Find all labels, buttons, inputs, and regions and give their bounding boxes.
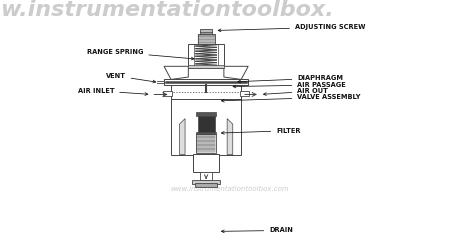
Bar — [196, 133, 217, 153]
Bar — [201, 172, 212, 180]
Bar — [201, 29, 212, 34]
Bar — [188, 44, 224, 67]
Text: AIR PASSAGE: AIR PASSAGE — [233, 82, 346, 88]
Text: www.instrumentationtoolbox.com: www.instrumentationtoolbox.com — [170, 186, 289, 192]
Text: w.instrumentationtoolbox.: w.instrumentationtoolbox. — [0, 0, 334, 19]
Bar — [164, 79, 248, 85]
Bar — [196, 112, 217, 116]
Bar — [196, 132, 216, 134]
Polygon shape — [227, 119, 233, 155]
Bar — [192, 180, 220, 184]
Bar — [163, 91, 172, 96]
Polygon shape — [180, 119, 185, 155]
Bar — [201, 32, 212, 34]
Polygon shape — [224, 66, 248, 79]
Bar — [188, 65, 224, 67]
Bar — [240, 91, 249, 96]
Text: ADJUSTING SCREW: ADJUSTING SCREW — [218, 24, 365, 32]
Bar — [171, 99, 241, 155]
Polygon shape — [173, 154, 239, 155]
Text: AIR INLET: AIR INLET — [78, 88, 148, 95]
Text: RANGE SPRING: RANGE SPRING — [87, 49, 194, 60]
Polygon shape — [164, 66, 188, 79]
Bar — [193, 154, 219, 173]
Bar — [171, 85, 241, 100]
Text: DIAPHRAGM: DIAPHRAGM — [238, 75, 343, 83]
Bar — [198, 113, 215, 134]
Bar — [198, 34, 215, 44]
Text: DRAIN: DRAIN — [221, 227, 293, 233]
Text: FILTER: FILTER — [221, 128, 301, 134]
Text: VALVE ASSEMBLY: VALVE ASSEMBLY — [221, 94, 361, 102]
Bar — [195, 184, 218, 187]
Text: AIR OUT: AIR OUT — [264, 88, 328, 95]
Text: VENT: VENT — [106, 73, 156, 83]
